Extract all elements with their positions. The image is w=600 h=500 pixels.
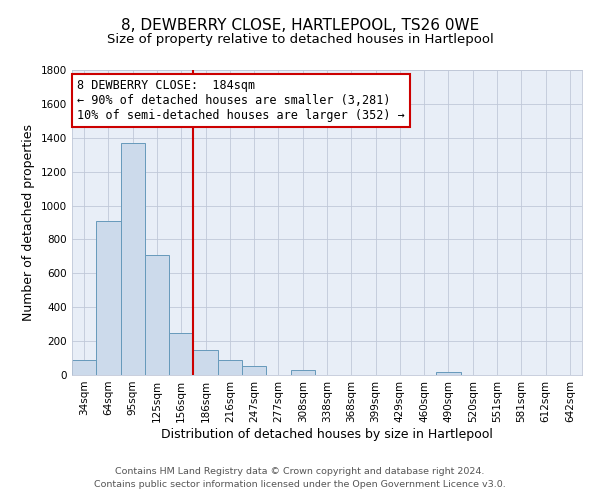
X-axis label: Distribution of detached houses by size in Hartlepool: Distribution of detached houses by size … (161, 428, 493, 440)
Bar (242, 366, 266, 375)
Bar (290, 370, 315, 375)
Bar (436, 372, 461, 375)
Text: 8 DEWBERRY CLOSE:  184sqm
← 90% of detached houses are smaller (3,281)
10% of se: 8 DEWBERRY CLOSE: 184sqm ← 90% of detach… (77, 79, 405, 122)
Bar (145, 254, 169, 375)
Bar (96, 221, 121, 375)
Text: 8, DEWBERRY CLOSE, HARTLEPOOL, TS26 0WE: 8, DEWBERRY CLOSE, HARTLEPOOL, TS26 0WE (121, 18, 479, 32)
Text: Contains HM Land Registry data © Crown copyright and database right 2024.: Contains HM Land Registry data © Crown c… (115, 467, 485, 476)
Y-axis label: Number of detached properties: Number of detached properties (22, 124, 35, 321)
Bar (169, 332, 193, 375)
Text: Size of property relative to detached houses in Hartlepool: Size of property relative to detached ho… (107, 32, 493, 46)
Bar (72, 360, 96, 375)
Bar (193, 350, 218, 375)
Bar (218, 360, 242, 375)
Bar (121, 143, 145, 375)
Text: Contains public sector information licensed under the Open Government Licence v3: Contains public sector information licen… (94, 480, 506, 489)
